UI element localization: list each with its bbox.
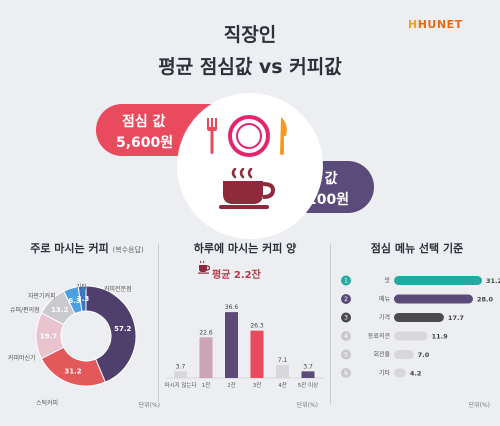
bar <box>394 313 444 322</box>
panel-daily-cups: 하루에 마시는 커피 양 평균 2.2잔 3.7 마시지 않는다 22.6 1잔 36.… <box>162 240 328 410</box>
bar-value: 3.7 <box>176 363 186 370</box>
bar-category: 메뉴 <box>379 295 391 303</box>
bar-value: 31.2 <box>486 277 500 285</box>
panel-coffee-type-unit: 단위(%) <box>139 400 160 409</box>
bar-category: 회전율 <box>373 351 390 359</box>
panel-coffee-type-title: 주로 마시는 커피 (복수응답) <box>4 240 170 256</box>
panel-coffee-type-note: (복수응답) <box>113 246 144 254</box>
daily-cups-bar-chart: 3.7 마시지 않는다 22.6 1잔 36.6 2잔 26.3 3잔 7.1 4잔 3.7 5잔 이… <box>162 276 328 406</box>
donut-slice-label: 자판기커피 <box>28 292 56 300</box>
bar <box>394 350 414 359</box>
rank-number: 4 <box>344 333 348 340</box>
donut-slice-value: 13.2 <box>51 306 68 314</box>
bar <box>276 365 289 378</box>
bar-category: 가격 <box>379 314 390 322</box>
panel-daily-cups-title: 하루에 마시는 커피 양 <box>162 240 328 256</box>
divider-1 <box>158 244 159 404</box>
rank-number: 5 <box>344 352 348 359</box>
brand-logo: HHUNET <box>408 18 463 31</box>
bar <box>174 371 187 378</box>
divider-2 <box>330 244 331 404</box>
panel-coffee-type-title-text: 주로 마시는 커피 <box>30 242 109 255</box>
donut-slice-value: 31.2 <box>64 368 81 376</box>
bar-category: 동료의견 <box>368 332 390 340</box>
donut-slice-value: 57.2 <box>114 325 131 333</box>
bar-value: 3.7 <box>303 363 313 370</box>
panel-lunch-criteria-unit: 단위(%) <box>469 400 490 409</box>
rank-number: 6 <box>344 370 348 377</box>
logo-text: HUNET <box>418 18 463 31</box>
donut-slice-label: 기타 <box>76 283 88 291</box>
bar-value: 7.0 <box>418 351 430 359</box>
bar <box>394 332 428 341</box>
lunch-price-label: 점심 값 <box>122 111 166 131</box>
panel-coffee-type: 주로 마시는 커피 (복수응답) 57.2 커피전문점 31.2 스틱커피 19.7 커피… <box>4 240 170 410</box>
coffee-cup-icon <box>219 168 279 210</box>
bar-category: 3잔 <box>253 381 262 389</box>
lunch-criteria-bar-chart: 1 맛 31.2 2 메뉴 28.0 3 가격 17.7 4 동료의견 11.9 5 회전율 7.0 6 기타 4… <box>334 262 500 402</box>
donut-slice-value: 19.7 <box>40 332 57 340</box>
bar-value: 17.7 <box>448 314 464 322</box>
bar-category: 1잔 <box>202 381 211 389</box>
bar-category: 기타 <box>379 369 391 377</box>
bar-value: 22.6 <box>199 329 213 336</box>
plate-cutlery-icon <box>203 114 297 158</box>
coffee-type-donut-chart: 57.2커피전문점31.2스틱커피19.7커피머신기13.2슈퍼/편의점6.3자… <box>4 258 170 408</box>
bar-category: 맛 <box>384 277 390 285</box>
donut-slice-label: 슈퍼/편의점 <box>10 306 40 314</box>
logo-prefix: H <box>408 18 418 31</box>
bar <box>394 295 473 304</box>
bar-value: 4.2 <box>410 369 422 377</box>
bar <box>225 312 238 378</box>
bar-value: 11.9 <box>432 332 449 340</box>
donut-slice-value: 3.3 <box>77 295 90 303</box>
bar-category: 2잔 <box>227 381 236 389</box>
bar-value: 7.1 <box>278 357 288 364</box>
bar-category: 마시지 않는다 <box>164 381 196 389</box>
lunch-price-value: 5,600원 <box>116 132 173 152</box>
rank-number: 2 <box>344 296 348 303</box>
donut-slice-label: 커피머신기 <box>8 354 36 362</box>
rank-number: 3 <box>344 315 348 322</box>
bar <box>200 337 213 378</box>
donut-slice-label: 커피전문점 <box>104 285 132 293</box>
small-coffee-cup-icon <box>198 260 210 274</box>
rank-number: 1 <box>344 278 348 285</box>
bar-category: 5잔 이상 <box>298 381 318 389</box>
donut-slice-label: 스틱커피 <box>36 399 58 407</box>
page-title-line2: 평균 점심값 vs 커피값 <box>0 52 500 79</box>
bar-category: 4잔 <box>278 381 287 389</box>
bar <box>302 371 315 378</box>
bar-value: 28.0 <box>477 295 494 303</box>
panel-lunch-criteria-title: 점심 메뉴 선택 기준 <box>334 240 500 256</box>
bar <box>251 331 264 378</box>
panel-daily-cups-unit: 단위(%) <box>297 400 318 409</box>
panel-lunch-criteria: 점심 메뉴 선택 기준 1 맛 31.2 2 메뉴 28.0 3 가격 17.7 4 동료의견 11.… <box>334 240 500 410</box>
bar-value: 26.3 <box>250 323 264 330</box>
bar <box>394 369 406 378</box>
bar-value: 36.6 <box>225 304 239 311</box>
bar <box>394 276 482 285</box>
